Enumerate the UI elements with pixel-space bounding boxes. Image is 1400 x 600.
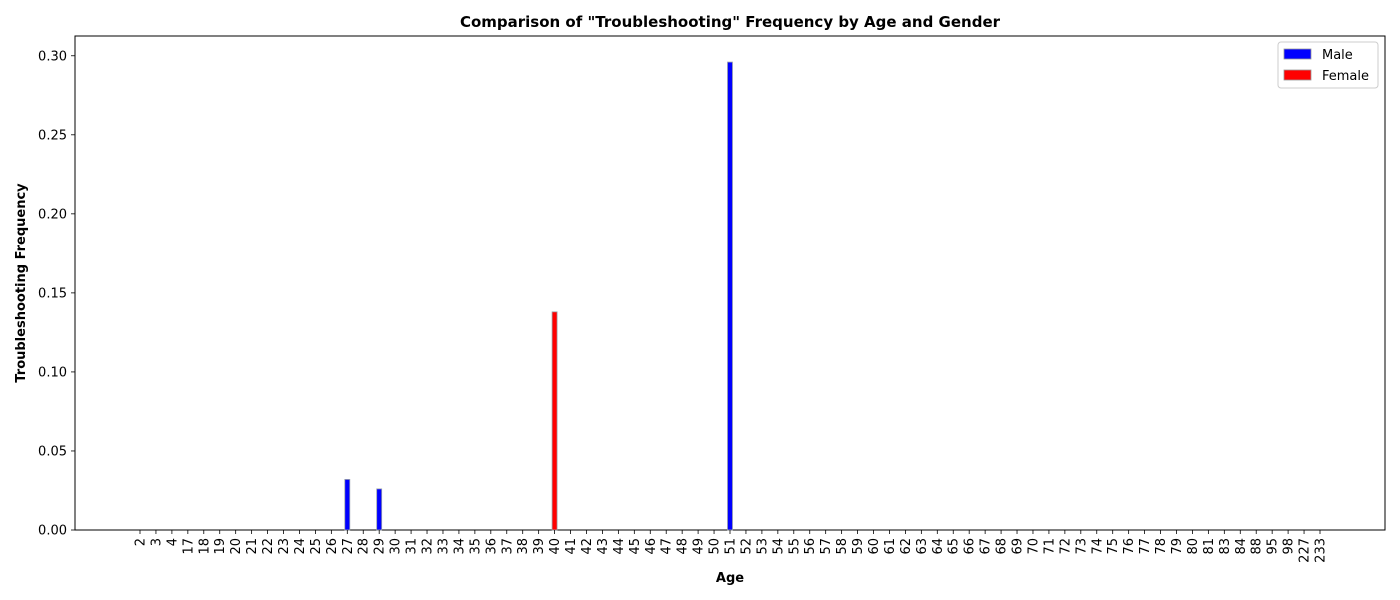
bar-male-age-51	[727, 61, 733, 531]
x-tick-label: 23	[277, 538, 292, 555]
x-tick-label: 21	[245, 538, 260, 555]
legend-label-male: Male	[1322, 48, 1353, 63]
x-tick-label: 35	[468, 538, 483, 555]
x-tick-label: 18	[197, 538, 212, 555]
x-tick-label: 49	[692, 538, 707, 555]
x-tick-label: 22	[261, 538, 276, 555]
x-tick-label: 88	[1250, 538, 1265, 555]
x-tick-label: 64	[931, 538, 946, 555]
x-tick-label: 68	[995, 538, 1010, 555]
x-tick-label: 20	[229, 538, 244, 555]
legend-swatch-male	[1283, 48, 1312, 60]
bar-male-age-29	[376, 488, 383, 531]
x-tick-label: 32	[421, 538, 436, 555]
x-tick-label: 60	[867, 538, 882, 555]
x-tick-label: 26	[325, 538, 340, 555]
chart-title: Comparison of "Troubleshooting" Frequenc…	[460, 13, 1001, 31]
y-tick-label: 0.05	[38, 444, 67, 459]
x-tick-label: 36	[484, 538, 499, 555]
x-tick-label: 71	[1042, 538, 1057, 555]
x-tick-label: 45	[628, 538, 643, 555]
x-tick-label: 54	[771, 538, 786, 555]
y-tick-label: 0.00	[38, 524, 67, 539]
x-tick-label: 29	[373, 538, 388, 555]
x-tick-label: 83	[1218, 538, 1233, 555]
x-tick-label: 81	[1202, 538, 1217, 555]
x-tick-label: 37	[500, 538, 515, 555]
x-tick-label: 58	[835, 538, 850, 555]
x-tick-label: 53	[755, 538, 770, 555]
bars	[344, 61, 733, 531]
x-tick-label: 78	[1154, 538, 1169, 555]
x-tick-label: 40	[548, 538, 563, 555]
x-tick-label: 41	[564, 538, 579, 555]
x-tick-label: 44	[612, 538, 627, 555]
x-tick-label: 38	[516, 538, 531, 555]
x-tick-label: 51	[724, 538, 739, 555]
x-tick-label: 62	[899, 538, 914, 555]
x-tick-label: 95	[1266, 538, 1281, 555]
x-tick-label: 70	[1026, 538, 1041, 555]
x-tick-label: 27	[341, 538, 356, 555]
x-tick-label: 46	[644, 538, 659, 555]
x-tick-label: 80	[1186, 538, 1201, 555]
x-tick-label: 55	[787, 538, 802, 555]
x-tick-label: 19	[213, 538, 228, 555]
x-tick-label: 75	[1106, 538, 1121, 555]
bar-male-age-27	[344, 479, 351, 531]
y-tick-label: 0.15	[38, 286, 67, 301]
x-tick-label: 17	[181, 538, 196, 555]
y-tick-label: 0.30	[38, 49, 67, 64]
x-tick-label: 59	[851, 538, 866, 555]
x-tick-label: 39	[532, 538, 547, 555]
x-tick-label: 77	[1138, 538, 1153, 555]
y-tick-label: 0.25	[38, 128, 67, 143]
x-tick-label: 3	[149, 538, 164, 546]
x-tick-label: 4	[165, 538, 180, 546]
x-tick-label: 52	[739, 538, 754, 555]
y-axis-ticks: 0.00 0.05 0.10 0.15 0.20 0.25 0.30	[38, 49, 75, 539]
x-axis-label: Age	[716, 571, 744, 586]
y-tick-label: 0.10	[38, 365, 67, 380]
x-tick-label: 63	[915, 538, 930, 555]
x-tick-label: 98	[1282, 538, 1297, 555]
x-tick-label: 42	[580, 538, 595, 555]
y-axis-label: Troubleshooting Frequency	[14, 183, 29, 383]
x-tick-label: 61	[883, 538, 898, 555]
legend: Male Female	[1277, 41, 1379, 89]
x-axis-ticks: 2 3 4 17 18 19 20 21 22 23 24 25 26 27 28 29 30 31 32 33 34 3…	[134, 530, 1329, 563]
x-tick-label: 74	[1090, 538, 1105, 555]
legend-label-female: Female	[1322, 69, 1369, 84]
legend-swatch-female	[1283, 69, 1312, 81]
x-tick-label: 31	[405, 538, 420, 555]
x-tick-label: 73	[1074, 538, 1089, 555]
x-tick-label: 79	[1170, 538, 1185, 555]
x-tick-label: 34	[452, 538, 467, 555]
x-tick-label: 227	[1298, 538, 1313, 563]
x-tick-label: 25	[309, 538, 324, 555]
x-tick-label: 43	[596, 538, 611, 555]
x-tick-label: 2	[134, 538, 149, 546]
x-tick-label: 69	[1011, 538, 1026, 555]
x-tick-label: 30	[389, 538, 404, 555]
x-tick-label: 72	[1058, 538, 1073, 555]
x-tick-label: 50	[708, 538, 723, 555]
x-tick-label: 233	[1314, 538, 1329, 563]
x-tick-label: 76	[1122, 538, 1137, 555]
x-tick-label: 47	[660, 538, 675, 555]
x-tick-label: 48	[676, 538, 691, 555]
x-tick-label: 56	[803, 538, 818, 555]
x-tick-label: 65	[947, 538, 962, 555]
y-tick-label: 0.20	[38, 207, 67, 222]
x-tick-label: 33	[436, 538, 451, 555]
x-tick-label: 67	[979, 538, 994, 555]
x-tick-label: 57	[819, 538, 834, 555]
bar-female-age-40	[551, 311, 558, 531]
x-tick-label: 24	[293, 538, 308, 555]
x-tick-label: 84	[1234, 538, 1249, 555]
x-tick-label: 66	[963, 538, 978, 555]
x-tick-label: 28	[357, 538, 372, 555]
